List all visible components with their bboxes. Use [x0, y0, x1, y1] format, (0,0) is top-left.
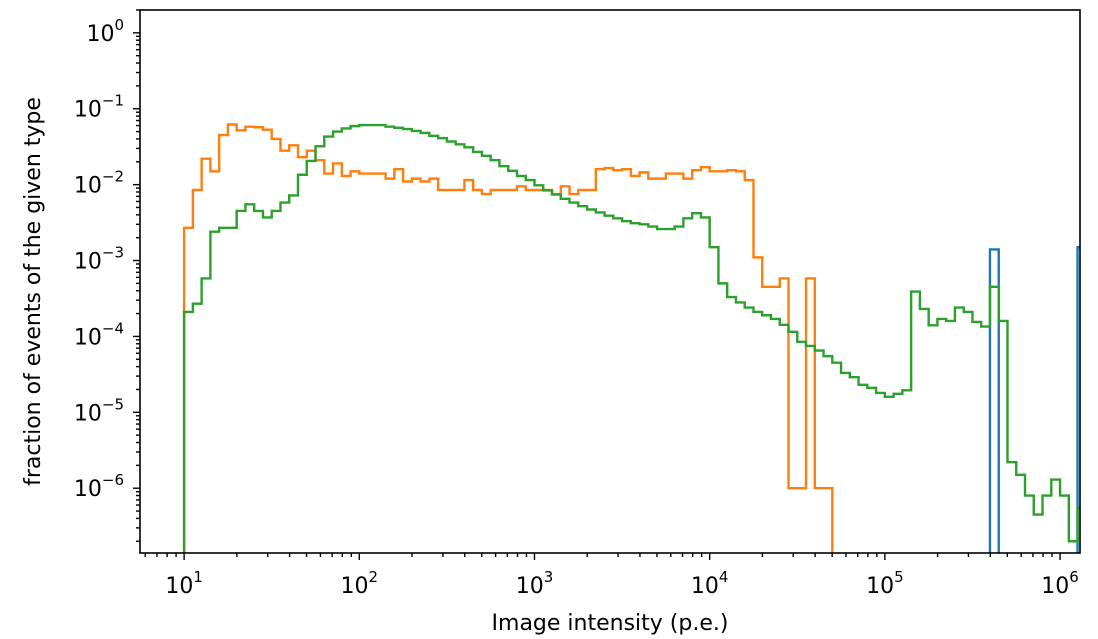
- plot-area: 101 102 103 104 105 106 10010−110−210−310−410…: [74, 9, 1081, 599]
- x-tick-label: 102: [341, 568, 379, 599]
- y-axis-ticks: 100 10−1 10−2 10−3 10−4 10−5 10−6: [74, 9, 140, 542]
- y-tick-label: 100: [86, 16, 124, 47]
- y-tick-label: 10−2: [74, 168, 124, 199]
- x-axis-ticks: 101 102 103 104 105 106: [144, 553, 1079, 599]
- histogram-series-3: [182, 123, 1080, 553]
- x-tick-label: 105: [866, 568, 904, 599]
- x-tick-label: 106: [1041, 568, 1079, 599]
- y-tick-label: 10−6: [74, 471, 124, 502]
- x-tick-label: 103: [516, 568, 554, 599]
- y-axis-label: fraction of events of the given type: [21, 97, 46, 486]
- axes-frame: [139, 9, 1081, 554]
- x-tick-label: 104: [691, 568, 729, 599]
- histogram-series-1: [988, 245, 1080, 553]
- x-tick-label: 101: [165, 568, 203, 599]
- histogram-series-2: [182, 123, 834, 553]
- y-tick-label: 10−4: [74, 319, 124, 350]
- y-tick-label: 10−1: [74, 92, 124, 123]
- series-layer: [182, 123, 1080, 553]
- x-axis-label: Image intensity (p.e.): [492, 611, 729, 636]
- y-tick-label: 10−5: [74, 395, 124, 426]
- y-tick-label: 10−3: [74, 244, 124, 275]
